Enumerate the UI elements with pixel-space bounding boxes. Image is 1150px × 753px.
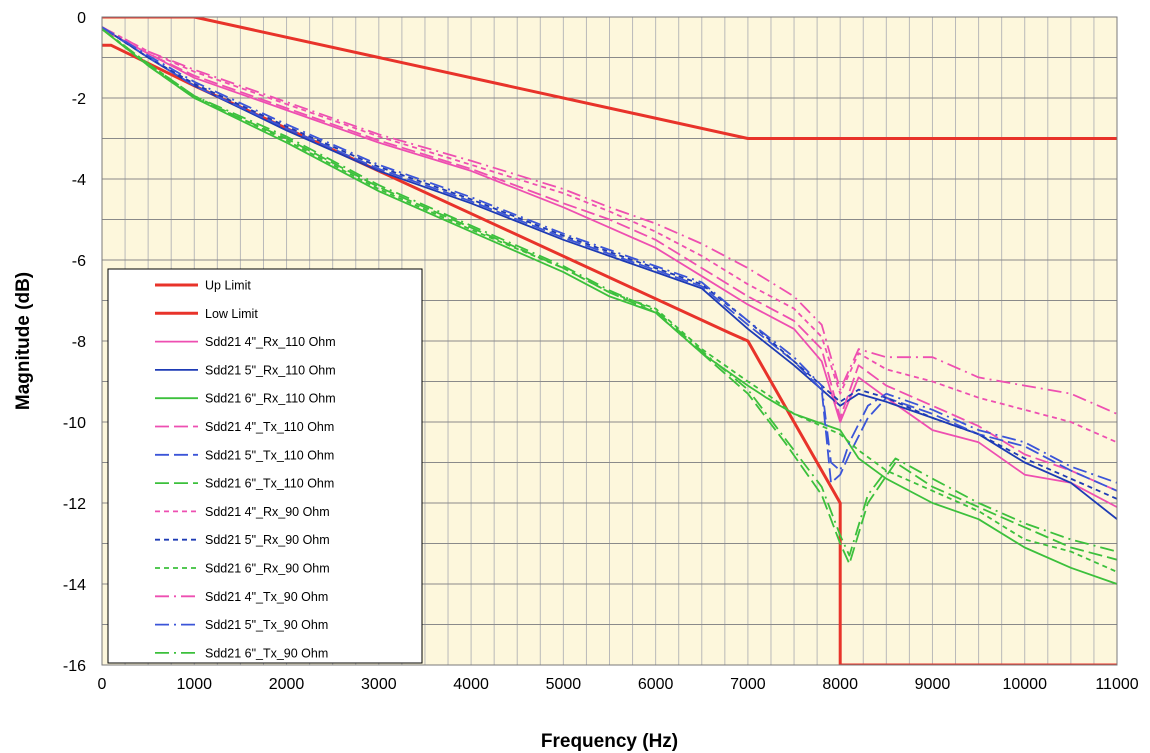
legend-label: Sdd21 5"_Rx_90 Ohm [205,533,330,547]
series-line-1 [102,17,1117,140]
y-tick-label: -4 [72,172,86,189]
y-axis-title: Magnitude (dB) [13,272,34,410]
x-tick-label: 3000 [361,676,397,693]
legend-label: Sdd21 4"_Rx_110 Ohm [205,335,336,349]
y-tick-label: -16 [63,658,86,675]
y-tick-label: -14 [63,577,86,594]
y-tick-label: -10 [63,415,86,432]
legend-label: Sdd21 5"_Tx_110 Ohm [205,448,334,462]
legend-label: Sdd21 6"_Rx_90 Ohm [205,562,330,576]
legend-box [107,268,423,664]
series-line-11 [102,28,1117,573]
series-line-7 [102,26,1117,492]
x-tick-label: 9000 [915,676,951,693]
y-tick-label: -12 [63,496,86,513]
legend: Up Limit Low Limit Sdd21 4"_Rx_110 Ohm Sdd2… [107,268,423,664]
x-tick-label: 2000 [269,676,305,693]
x-axis-title: Frequency (Hz) [541,731,678,752]
y-tick-label: -8 [72,334,86,351]
legend-label: Up Limit [205,279,251,293]
y-tick-label: -2 [72,91,86,108]
series-line-5 [102,28,1117,585]
series-line-8 [102,28,1117,565]
legend-label: Sdd21 4"_Rx_90 Ohm [205,505,330,519]
plot-frame [101,16,1118,666]
x-tick-label: 1000 [176,676,212,693]
y-tick-label: -6 [72,253,86,270]
x-tick-label: 11000 [1095,676,1138,693]
series-line-14 [102,28,1117,557]
x-tick-label: 6000 [638,676,674,693]
legend-label: Sdd21 5"_Rx_110 Ohm [205,363,336,377]
legend-label: Sdd21 4"_Tx_110 Ohm [205,420,334,434]
x-tick-label: 10000 [1002,676,1047,693]
series-line-13 [102,26,1117,484]
series-lines [102,17,1117,665]
series-line-9 [102,26,1117,444]
x-tick-label: 8000 [822,676,858,693]
x-tick-label: 0 [98,676,107,693]
legend-label: Sdd21 5"_Tx_90 Ohm [205,618,328,632]
x-tick-label: 7000 [730,676,766,693]
legend-label: Low Limit [205,307,258,321]
legend-label: Sdd21 6"_Tx_110 Ohm [205,477,334,491]
x-tick-label: 4000 [453,676,489,693]
y-tick-label: 0 [77,10,86,27]
series-line-4 [102,26,1117,520]
x-tick-label: 5000 [546,676,582,693]
tick-labels: 0 1000 2000 3000 4000 5000 6000 7000 8000 9000 100… [63,10,1139,693]
series-line-3 [102,28,1117,508]
legend-label: Sdd21 6"_Tx_90 Ohm [205,646,328,660]
series-line-6 [102,28,1117,492]
legend-label: Sdd21 6"_Rx_110 Ohm [205,392,336,406]
legend-label: Sdd21 4"_Tx_90 Ohm [205,590,328,604]
